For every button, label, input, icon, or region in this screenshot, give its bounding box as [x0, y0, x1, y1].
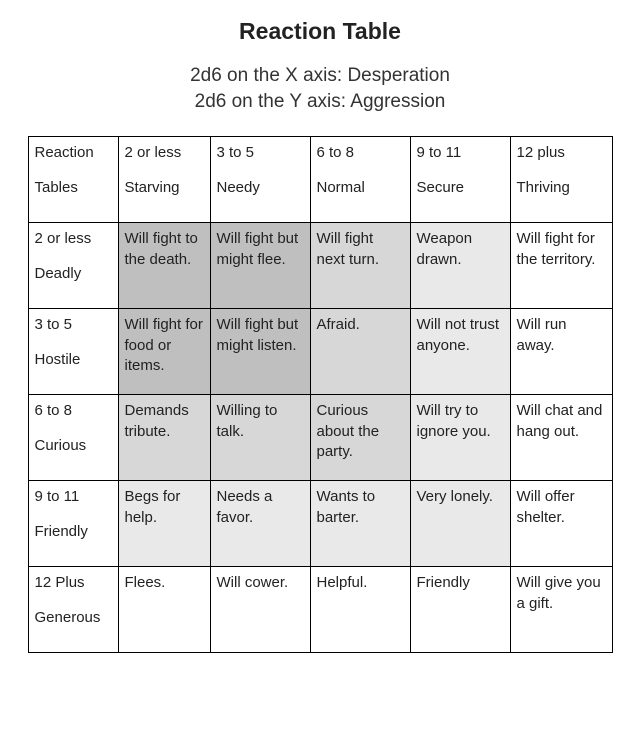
cell: Begs for help. — [118, 481, 210, 567]
col-range: 9 to 11 — [417, 143, 504, 163]
cell: Will fight but might listen. — [210, 309, 310, 395]
row-label: Deadly — [35, 264, 112, 284]
reaction-table: Reaction Tables 2 or less Starving 3 to … — [28, 136, 613, 653]
col-label: Starving — [125, 178, 204, 198]
cell: Wants to barter. — [310, 481, 410, 567]
row-range: 6 to 8 — [35, 401, 112, 421]
col-label: Thriving — [517, 178, 606, 198]
cell: Will fight next turn. — [310, 223, 410, 309]
cell: Will give you a gift. — [510, 567, 612, 653]
cell: Will fight for the territory. — [510, 223, 612, 309]
cell: Will offer shelter. — [510, 481, 612, 567]
col-label: Secure — [417, 178, 504, 198]
row-header-curious: 6 to 8 Curious — [28, 395, 118, 481]
col-header-starving: 2 or less Starving — [118, 137, 210, 223]
cell: Friendly — [410, 567, 510, 653]
row-range: 9 to 11 — [35, 487, 112, 507]
row-header-generous: 12 Plus Generous — [28, 567, 118, 653]
col-range: 3 to 5 — [217, 143, 304, 163]
row-range: 3 to 5 — [35, 315, 112, 335]
x-axis-label: 2d6 on the X axis: Desperation — [190, 65, 450, 86]
cell: Will try to ignore you. — [410, 395, 510, 481]
cell: Will not trust anyone. — [410, 309, 510, 395]
cell: Very lonely. — [410, 481, 510, 567]
cell: Weapon drawn. — [410, 223, 510, 309]
table-row: 2 or less Deadly Will fight to the death… — [28, 223, 612, 309]
table-row: 9 to 11 Friendly Begs for help. Needs a … — [28, 481, 612, 567]
row-label: Generous — [35, 608, 112, 628]
col-header-secure: 9 to 11 Secure — [410, 137, 510, 223]
row-label: Friendly — [35, 522, 112, 542]
col-range: 2 or less — [125, 143, 204, 163]
col-label: Normal — [317, 178, 404, 198]
table-row: 3 to 5 Hostile Will fight for food or it… — [28, 309, 612, 395]
cell: Will fight for food or items. — [118, 309, 210, 395]
cell: Helpful. — [310, 567, 410, 653]
row-label: Curious — [35, 436, 112, 456]
cell: Will run away. — [510, 309, 612, 395]
corner-top: Reaction — [35, 143, 112, 163]
cell: Will fight but might flee. — [210, 223, 310, 309]
col-header-thriving: 12 plus Thriving — [510, 137, 612, 223]
cell: Will cower. — [210, 567, 310, 653]
row-header-hostile: 3 to 5 Hostile — [28, 309, 118, 395]
page-title: Reaction Table — [0, 18, 640, 45]
row-range: 12 Plus — [35, 573, 112, 593]
corner-cell: Reaction Tables — [28, 137, 118, 223]
cell: Willing to talk. — [210, 395, 310, 481]
row-label: Hostile — [35, 350, 112, 370]
col-range: 12 plus — [517, 143, 606, 163]
corner-bottom: Tables — [35, 178, 112, 198]
table-row: 6 to 8 Curious Demands tribute. Willing … — [28, 395, 612, 481]
cell: Needs a favor. — [210, 481, 310, 567]
table-row: 12 Plus Generous Flees. Will cower. Help… — [28, 567, 612, 653]
cell: Afraid. — [310, 309, 410, 395]
col-range: 6 to 8 — [317, 143, 404, 163]
cell: Will fight to the death. — [118, 223, 210, 309]
axis-description: 2d6 on the X axis: Desperation 2d6 on th… — [0, 63, 640, 114]
y-axis-label: 2d6 on the Y axis: Aggression — [195, 91, 446, 112]
table-header-row: Reaction Tables 2 or less Starving 3 to … — [28, 137, 612, 223]
row-header-friendly: 9 to 11 Friendly — [28, 481, 118, 567]
col-header-normal: 6 to 8 Normal — [310, 137, 410, 223]
row-header-deadly: 2 or less Deadly — [28, 223, 118, 309]
cell: Demands tribute. — [118, 395, 210, 481]
col-label: Needy — [217, 178, 304, 198]
cell: Curious about the party. — [310, 395, 410, 481]
row-range: 2 or less — [35, 229, 112, 249]
cell: Will chat and hang out. — [510, 395, 612, 481]
cell: Flees. — [118, 567, 210, 653]
page: Reaction Table 2d6 on the X axis: Desper… — [0, 0, 640, 653]
col-header-needy: 3 to 5 Needy — [210, 137, 310, 223]
